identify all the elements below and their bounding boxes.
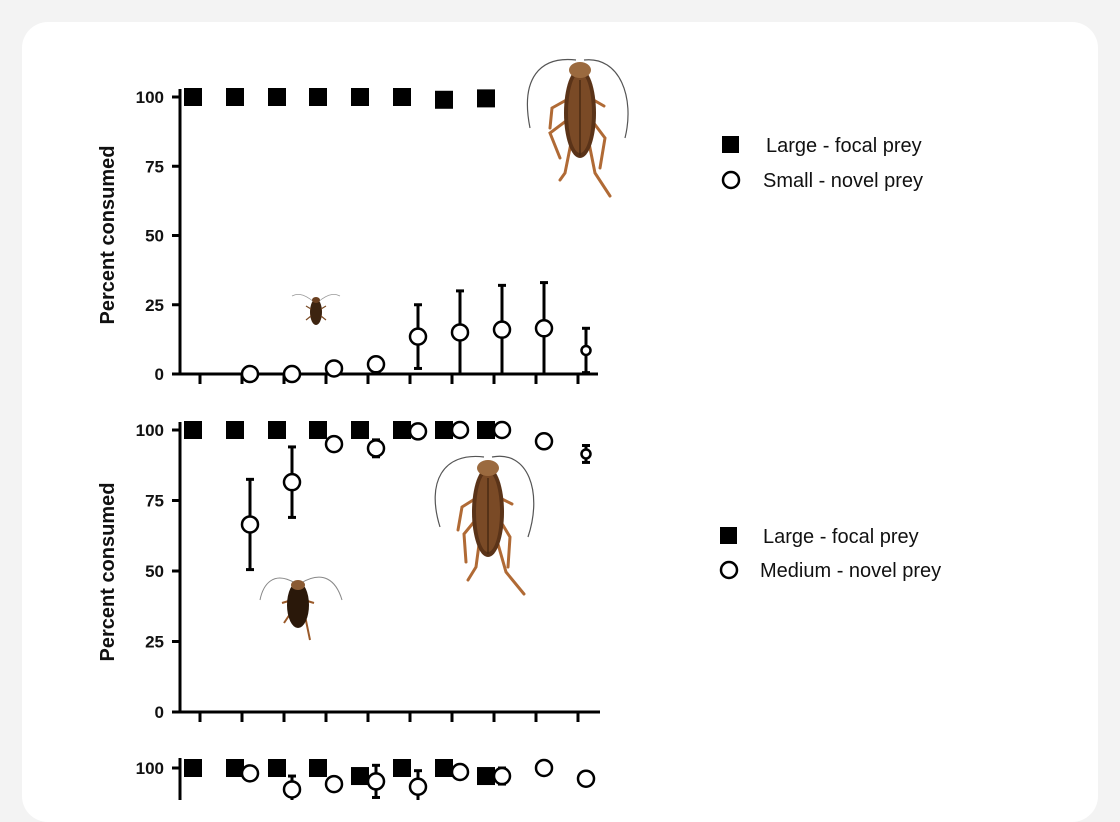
large-cockroach-image (526, 58, 629, 198)
data-point-circle-6 (408, 327, 428, 346)
legend-2: Large - focal prey Medium - novel prey (719, 526, 941, 582)
panel-1: Percent consumed 0 25 50 75 100 Large - foca… (97, 58, 923, 384)
y-axis-1: 0 25 50 75 100 (136, 88, 182, 384)
data-point-circle-3 (282, 364, 302, 384)
data-point-circle-9 (534, 319, 554, 338)
data-point-circle-5 (366, 439, 386, 458)
y-tick-label-0: 0 (155, 365, 164, 384)
legend-1-circle-marker (721, 170, 741, 190)
y-tick-label-100: 100 (136, 421, 164, 440)
data-point-square-4 (309, 759, 327, 777)
data-point-square-6 (393, 88, 411, 106)
data-point-square-2 (226, 759, 244, 777)
y-tick-label-0: 0 (155, 703, 164, 722)
data-point-square-3 (268, 421, 286, 439)
data-point-square-8 (477, 89, 495, 108)
data-point-square-5 (351, 767, 369, 786)
legend-2-circle-marker (719, 560, 739, 580)
panel-2: Percent consumed 0 25 50 75 100 Large - foca… (97, 420, 941, 722)
data-point-square-3 (268, 759, 286, 777)
data-point-circle-4 (324, 434, 344, 454)
data-point-square-6 (393, 421, 411, 439)
y-tick-label-50: 50 (145, 562, 164, 581)
data-point-square-5 (351, 421, 369, 439)
y-tick-label-100: 100 (136, 759, 164, 778)
data-point-circle-10 (580, 344, 592, 357)
data-point-square-7 (435, 759, 453, 777)
y-tick-label-25: 25 (145, 633, 164, 652)
data-point-circle-5 (366, 772, 386, 791)
plot-points-2 (184, 420, 592, 572)
data-point-circle-3 (282, 780, 302, 799)
data-point-circle-5 (366, 355, 386, 374)
data-point-square-2 (226, 421, 244, 439)
data-point-circle-10 (576, 769, 596, 788)
y-tick-label-100: 100 (136, 88, 164, 107)
legend-2-label-medium: Medium - novel prey (760, 560, 941, 582)
y-axis-title-1: Percent consumed (97, 146, 119, 325)
data-point-circle-10 (580, 448, 592, 460)
legend-1: Large - focal prey Small - novel prey (721, 135, 923, 192)
data-point-circle-2 (240, 764, 260, 783)
data-point-circle-7 (450, 323, 470, 342)
small-cockroach-image (291, 293, 341, 325)
data-point-square-8 (477, 421, 495, 439)
y-axis-3: 100 (136, 758, 182, 800)
data-point-square-2 (226, 88, 244, 106)
data-point-circle-6 (408, 422, 428, 441)
y-axis-title-2: Percent consumed (97, 483, 119, 662)
y-tick-label-75: 75 (145, 157, 164, 176)
legend-2-square-marker (720, 527, 737, 544)
data-point-circle-4 (324, 774, 344, 794)
data-point-square-1 (184, 759, 202, 777)
data-point-circle-4 (324, 359, 344, 378)
panel-3: 100 (136, 758, 596, 800)
data-point-circle-7 (450, 762, 470, 782)
x-axis-2 (179, 710, 600, 722)
data-point-square-4 (309, 421, 327, 439)
plot-points-3 (184, 758, 596, 800)
data-point-square-8 (477, 767, 495, 786)
data-point-circle-8 (492, 320, 512, 339)
figure: Percent consumed 0 25 50 75 100 Large - foca… (97, 58, 941, 800)
y-tick-label-50: 50 (145, 227, 164, 246)
data-point-square-4 (309, 88, 327, 106)
data-point-circle-9 (534, 432, 554, 451)
large-cockroach-image-2 (434, 455, 535, 596)
data-point-circle-3 (282, 472, 302, 492)
medium-cockroach-image (259, 576, 343, 641)
y-axis-2: 0 25 50 75 100 (136, 421, 182, 722)
data-point-square-1 (184, 421, 202, 439)
legend-2-label-large: Large - focal prey (763, 526, 919, 548)
data-point-square-3 (268, 88, 286, 106)
legend-1-label-small: Small - novel prey (763, 170, 923, 192)
data-point-circle-6 (408, 777, 428, 797)
data-point-circle-8 (492, 766, 512, 786)
data-point-circle-7 (450, 420, 470, 440)
data-point-square-1 (184, 88, 202, 106)
data-point-square-5 (351, 88, 369, 106)
data-point-circle-2 (240, 515, 260, 534)
data-point-square-7 (435, 421, 453, 439)
plot-points-1 (184, 88, 592, 384)
data-point-square-6 (393, 759, 411, 777)
y-tick-label-75: 75 (145, 492, 164, 511)
data-point-circle-9 (534, 758, 554, 778)
legend-1-square-marker (722, 136, 739, 153)
data-point-circle-2 (240, 364, 260, 384)
y-tick-label-25: 25 (145, 296, 164, 315)
data-point-square-7 (435, 90, 453, 109)
legend-1-label-large: Large - focal prey (766, 135, 922, 157)
data-point-circle-8 (492, 420, 512, 440)
